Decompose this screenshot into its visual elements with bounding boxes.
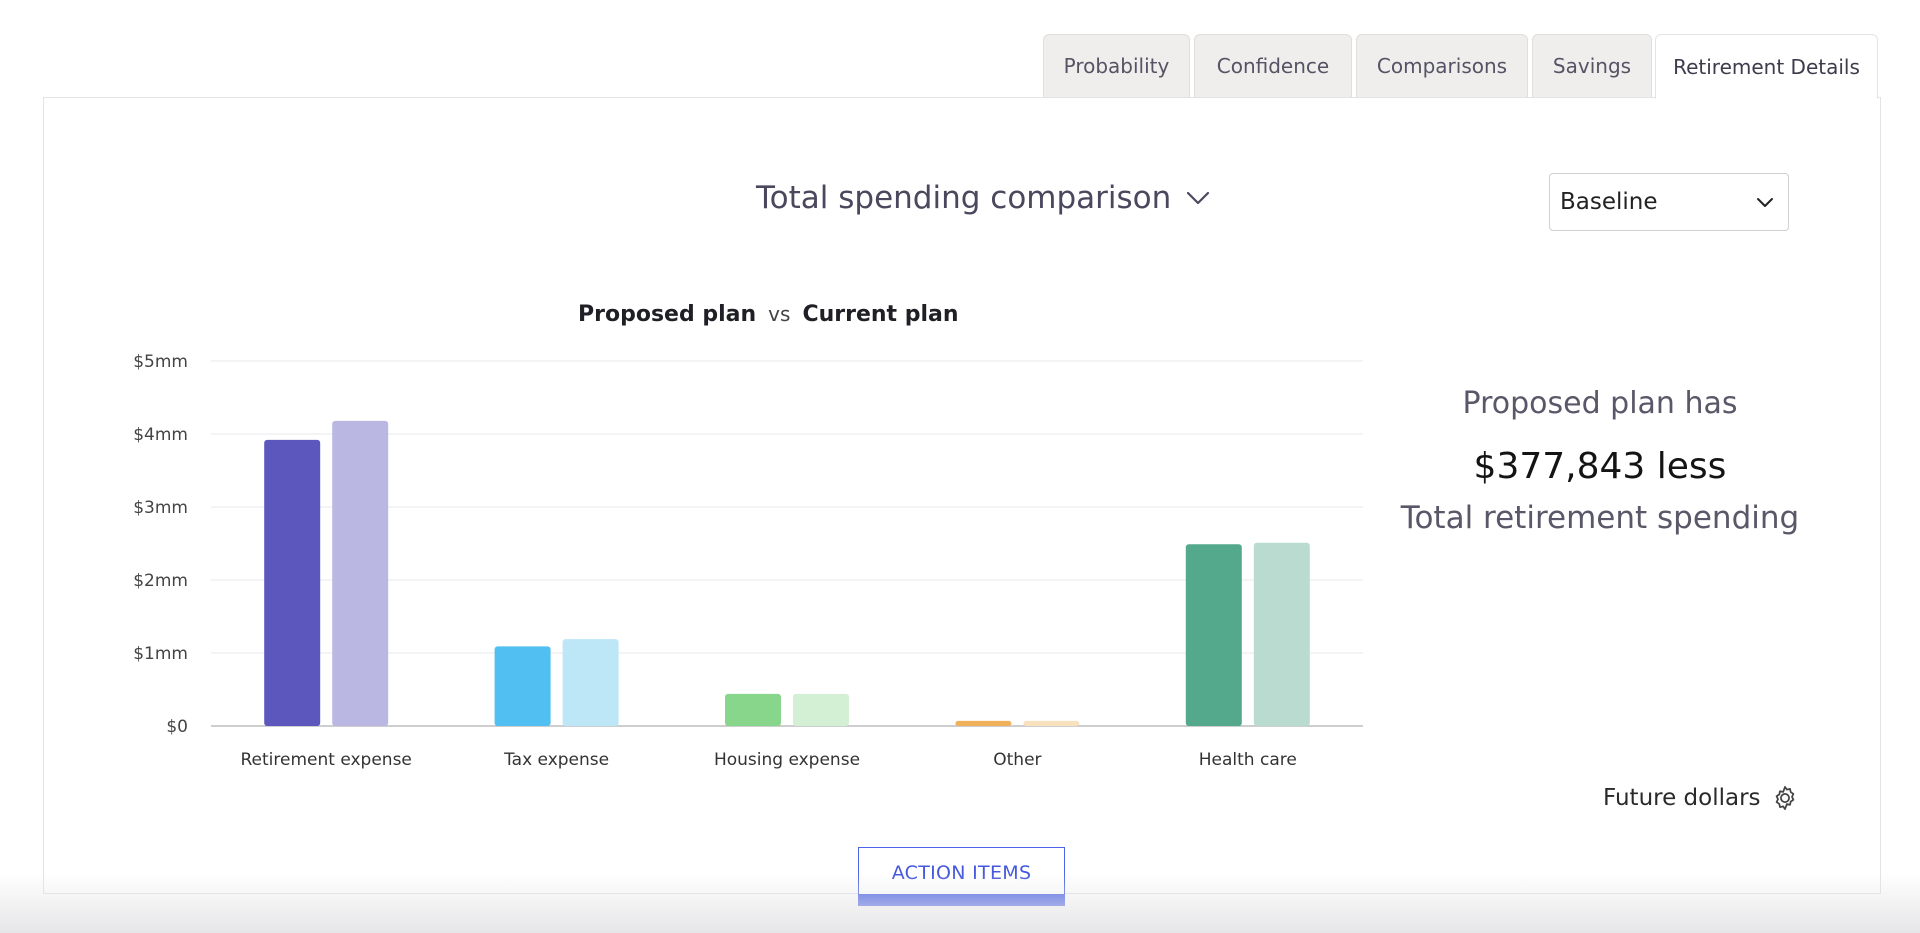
y-tick-label: $5mm [133,352,188,372]
legend-current-plan: Current plan [802,302,959,327]
future-dollars-label: Future dollars [1603,785,1761,811]
scenario-select-value: Baseline [1560,189,1658,215]
tab-probability[interactable]: Probability [1043,34,1190,97]
bar-health-proposed[interactable] [1185,544,1242,726]
y-tick-label: $0 [166,717,188,737]
summary-amount: $377,843 less [1473,446,1727,487]
bar-housing-proposed[interactable] [725,693,781,726]
chevron-down-icon [1757,198,1773,207]
bar-retirement-proposed[interactable] [264,439,321,726]
bar-retirement-current[interactable] [332,420,389,726]
bar-other-current[interactable] [1023,720,1080,726]
bar-housing-current[interactable] [793,693,849,726]
y-tick-label: $4mm [133,425,188,445]
chart-type-dropdown[interactable]: Total spending comparison [756,180,1211,216]
y-tick-label: $3mm [133,498,188,518]
chart-type-label: Total spending comparison [756,180,1172,216]
legend-vs: vs [768,302,791,326]
x-tick-label: Retirement expense [240,750,411,770]
x-tick-label: Other [993,750,1041,770]
summary-caption: Total retirement spending [1400,500,1800,536]
tab-savings[interactable]: Savings [1532,34,1652,97]
scenario-select[interactable]: Baseline [1549,173,1789,231]
future-dollars-setting: Future dollars [1603,784,1799,812]
bar-tax-proposed[interactable] [494,646,551,726]
tab-comparisons[interactable]: Comparisons [1356,34,1528,97]
chevron-down-icon [1187,191,1210,205]
y-tick-label: $2mm [133,571,188,591]
chart-legend: Proposed plan vs Current plan [578,302,959,327]
bar-health-current[interactable] [1253,542,1310,726]
action-items-button[interactable]: ACTION ITEMS [858,847,1065,906]
bar-other-proposed[interactable] [955,720,1012,726]
y-tick-label: $1mm [133,644,188,664]
gear-icon[interactable] [1771,784,1799,812]
legend-proposed-plan: Proposed plan [578,302,757,327]
x-tick-label: Housing expense [714,750,860,770]
bar-tax-current[interactable] [562,639,619,726]
x-tick-label: Health care [1199,750,1297,770]
x-tick-label: Tax expense [503,750,609,770]
tab-retirement-details[interactable]: Retirement Details [1655,34,1878,99]
tab-confidence[interactable]: Confidence [1194,34,1352,97]
action-items-label: ACTION ITEMS [891,862,1032,884]
summary-heading: Proposed plan has [1462,386,1738,421]
spending-bar-chart: $0 $1mm $2mm $3mm $4mm $5mm Retirement expense… [133,352,1363,770]
